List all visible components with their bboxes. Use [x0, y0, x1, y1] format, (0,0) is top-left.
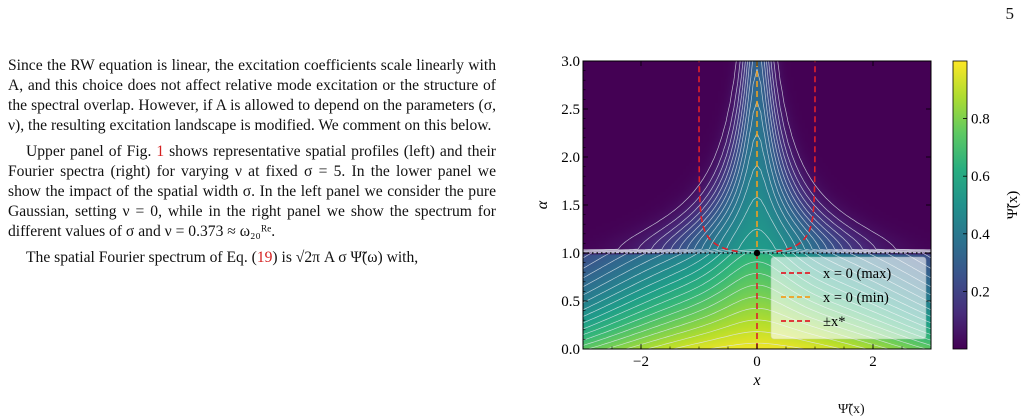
legend-label: x = 0 (max) — [823, 266, 891, 282]
legend: x = 0 (max) x = 0 (min) ±x* — [770, 256, 927, 340]
colorbar-tick-label: 0.4 — [971, 227, 990, 243]
y-tick-label: 1.0 — [561, 246, 580, 262]
contour-line — [583, 164, 931, 303]
contour-line — [583, 61, 931, 251]
y-tick-label: 1.5 — [561, 198, 580, 214]
x-tick-label: 0 — [753, 354, 761, 370]
x-tick-label: −2 — [633, 354, 649, 370]
y-tick-label: 2.0 — [561, 150, 580, 166]
colorbar-label: Ψ̃(x) — [1005, 191, 1021, 220]
colorbar-tick-label: 0.2 — [971, 284, 990, 300]
pm-line-left — [698, 61, 739, 253]
paragraph-1: Since the RW equation is linear, the exc… — [8, 57, 496, 134]
paragraph-2-text-b: shows representative spatial profiles (l… — [8, 143, 497, 240]
figure-ref-link[interactable]: 1 — [156, 143, 165, 160]
legend-box — [770, 256, 927, 340]
axes: −2 0 2 0.0 0.5 1.0 1.5 2.0 2.5 3.0 x α — [534, 54, 932, 389]
x-tick-label: 2 — [869, 354, 877, 370]
paragraph-3: The spatial Fourier spectrum of Eq. (19)… — [8, 248, 496, 268]
contour-line — [583, 61, 931, 251]
colorbar-tick-label: 0.6 — [971, 169, 990, 185]
colorbar — [952, 60, 968, 350]
y-tick-label: 3.0 — [561, 54, 580, 70]
contour-line — [583, 61, 931, 259]
y-axis-label: α — [534, 200, 551, 209]
paragraph-3-text-b: ) is √2π A σ Ψ̃(ω) with, — [272, 249, 419, 266]
legend-label: x = 0 (min) — [823, 290, 889, 306]
paragraph-2: Upper panel of Fig. 1 shows representati… — [8, 142, 496, 242]
page-number: 5 — [1005, 4, 1015, 23]
paragraph-2-text-a: Upper panel of Fig. — [26, 143, 157, 160]
y-tick-label: 2.5 — [561, 102, 580, 118]
y-tick-label: 0.5 — [561, 294, 580, 310]
paragraph-3-text-a: The spatial Fourier spectrum of Eq. ( — [26, 249, 257, 266]
bottom-fragment: Ψ̃(x) — [838, 402, 865, 417]
legend-label: ±x* — [823, 314, 845, 330]
x-axis-label: x — [752, 372, 760, 389]
critical-point — [753, 249, 761, 257]
pm-line-right — [775, 61, 816, 253]
y-tick-label: 0.0 — [561, 342, 580, 358]
equation-ref-link[interactable]: 19 — [256, 249, 273, 266]
colorbar-axis: 0.2 0.4 0.6 0.8 Ψ̃(x) — [963, 112, 1021, 300]
overlay-lines — [583, 61, 931, 349]
contour-line — [583, 61, 931, 252]
colorbar-tick-label: 0.8 — [971, 112, 990, 128]
body-text-column: Since the RW equation is linear, the exc… — [8, 56, 496, 274]
